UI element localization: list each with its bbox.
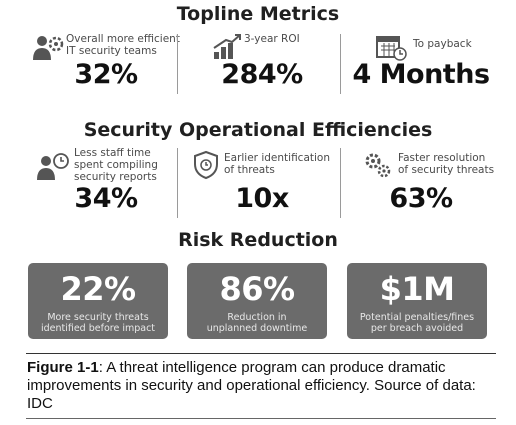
risk-value: 22% xyxy=(60,270,136,308)
risk-desc: Reduction in unplanned downtime xyxy=(206,312,308,334)
metric-roi: 3-year ROI 284% xyxy=(178,32,346,102)
divider xyxy=(340,148,341,218)
metric-desc: Faster resolution of security threats xyxy=(398,152,495,176)
growth-chart-icon xyxy=(213,34,241,59)
metric-value: 32% xyxy=(74,59,138,90)
risk-desc: More security threats identified before … xyxy=(40,312,156,334)
metric-payback: To payback 4 Months xyxy=(341,32,501,102)
risk-value: 86% xyxy=(219,270,295,308)
risk-desc: Potential penalties/fines per breach avo… xyxy=(359,312,475,334)
caption-top-rule xyxy=(26,353,496,354)
metric-value: 10x xyxy=(235,183,289,214)
gears-icon xyxy=(365,153,391,178)
metric-efficient-teams: Overall more efficient IT security teams… xyxy=(22,32,190,102)
metric-desc: Less staff time spent compiling security… xyxy=(74,147,158,183)
metric-faster-resolution: Faster resolution of security threats 63… xyxy=(341,146,501,216)
metric-staff-time: Less staff time spent compiling security… xyxy=(22,146,190,216)
risk-box-downtime: 86% Reduction in unplanned downtime xyxy=(187,263,327,339)
metric-value: 4 Months xyxy=(352,59,490,90)
metric-desc: 3-year ROI xyxy=(244,33,300,45)
metric-earlier-identification: Earlier identification of threats 10x xyxy=(178,146,346,216)
divider xyxy=(177,148,178,218)
divider xyxy=(340,34,341,94)
team-gear-icon xyxy=(33,36,64,60)
metric-value: 63% xyxy=(389,183,453,214)
caption-text: : A threat intelligence program can prod… xyxy=(27,359,476,412)
risk-value: $1M xyxy=(379,270,455,308)
calendar-clock-icon xyxy=(376,36,407,61)
divider xyxy=(177,34,178,94)
efficiency-heading: Security Operational Efficiencies xyxy=(83,119,433,141)
metric-desc: Overall more efficient IT security teams xyxy=(66,33,180,57)
metric-desc: To payback xyxy=(413,38,472,50)
person-clock-icon xyxy=(37,153,69,180)
caption-bottom-rule xyxy=(26,418,496,419)
topline-heading: Topline Metrics xyxy=(176,3,340,25)
metric-value: 284% xyxy=(221,59,303,90)
metric-desc: Earlier identification of threats xyxy=(224,152,330,176)
risk-box-penalties: $1M Potential penalties/fines per breach… xyxy=(347,263,487,339)
figure-caption: Figure 1-1: A threat intelligence progra… xyxy=(27,359,497,413)
caption-label: Figure 1-1 xyxy=(27,359,99,376)
metric-value: 34% xyxy=(74,183,138,214)
shield-clock-icon xyxy=(194,150,218,180)
risk-heading: Risk Reduction xyxy=(178,229,338,251)
risk-box-threats-identified: 22% More security threats identified bef… xyxy=(28,263,168,339)
